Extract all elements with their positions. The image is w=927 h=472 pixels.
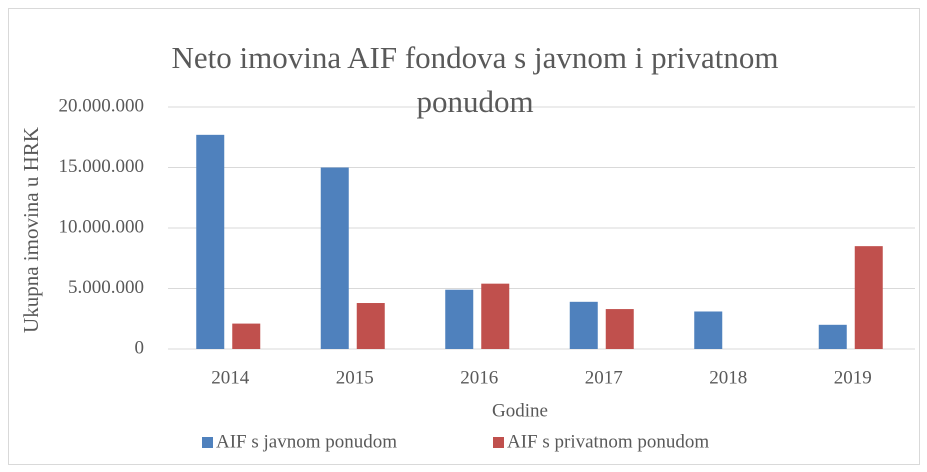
- legend-label: AIF s javnom ponudom: [216, 431, 397, 452]
- x-tick-label: 2015: [336, 367, 374, 388]
- bar: [320, 167, 349, 349]
- x-tick-label: 2017: [585, 367, 623, 388]
- bar: [818, 324, 847, 349]
- bar: [445, 289, 474, 349]
- y-tick-label: 20.000.000: [59, 95, 145, 116]
- x-axis-label: Godine: [492, 400, 548, 421]
- bar: [196, 134, 225, 349]
- y-tick-label: 15.000.000: [59, 156, 145, 177]
- x-tick-label: 2018: [709, 367, 747, 388]
- bar: [569, 301, 598, 349]
- x-tick-label: 2019: [834, 367, 872, 388]
- bar: [356, 303, 385, 349]
- bar: [232, 323, 261, 349]
- legend-swatch: [202, 437, 213, 448]
- x-tick-label: 2016: [460, 367, 498, 388]
- legend-label: AIF s privatnom ponudom: [507, 431, 709, 452]
- y-tick-label: 5.000.000: [68, 277, 144, 298]
- legend-swatch: [493, 437, 504, 448]
- chart-title: Neto imovina AIF fondova s javnom i priv…: [171, 40, 779, 119]
- x-tick-label: 2014: [211, 367, 250, 388]
- y-axis-label: Ukupna imovina u HRK: [19, 127, 43, 333]
- bar: [694, 311, 723, 349]
- bar: [605, 309, 634, 349]
- chart-frame: [8, 8, 920, 465]
- y-tick-label: 10.000.000: [59, 216, 145, 237]
- bar: [854, 246, 883, 349]
- y-tick-label: 0: [135, 337, 145, 358]
- bar: [481, 283, 510, 349]
